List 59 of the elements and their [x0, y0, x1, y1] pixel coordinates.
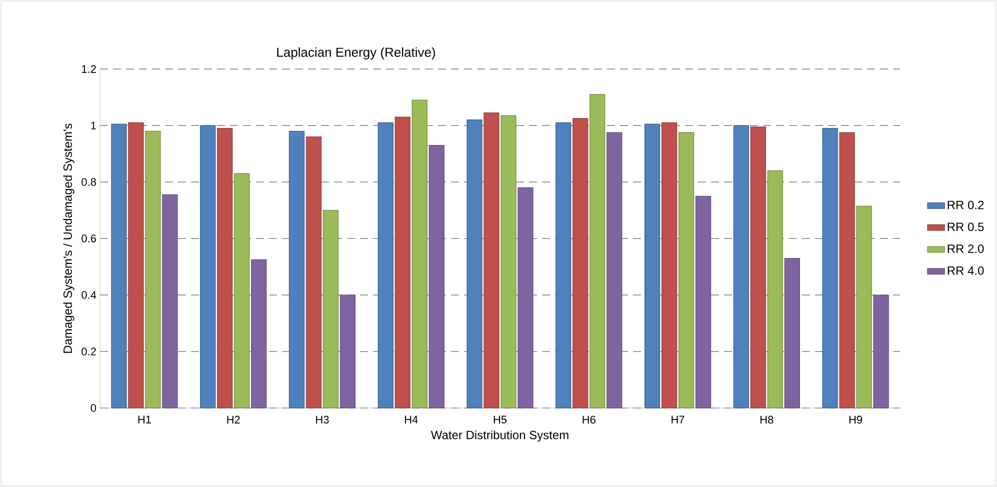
bar [767, 170, 783, 408]
bar [733, 125, 749, 408]
x-tick-label: H8 [760, 416, 774, 424]
x-tick-label: H7 [672, 416, 684, 424]
bar [466, 120, 482, 408]
y-axis-title: Damaged System's / Undamaged System's [63, 124, 74, 353]
x-tick-label: H5 [494, 416, 507, 424]
bar [590, 94, 606, 408]
bar [484, 112, 500, 408]
x-tick-label: H1 [138, 416, 151, 424]
y-tick-label: 0 [90, 404, 96, 412]
bar [428, 144, 444, 408]
bar [217, 128, 233, 408]
bar [839, 132, 855, 408]
bar [394, 116, 410, 408]
bar [695, 196, 712, 408]
bar [412, 100, 428, 408]
bar [518, 187, 534, 408]
y-tick-label: 0.2 [82, 348, 96, 356]
legend-label: RR 0.5 [948, 222, 984, 232]
bar [678, 132, 694, 408]
chart-title: Laplacian Energy (Relative) [277, 47, 436, 60]
bar [162, 194, 178, 408]
y-tick-label: 0.6 [82, 234, 96, 242]
bar [873, 294, 889, 408]
legend-label: RR 0.2 [948, 200, 984, 210]
y-tick-label: 0.8 [82, 178, 96, 186]
bar [111, 124, 127, 408]
bar [661, 122, 678, 408]
bar [556, 122, 572, 408]
y-tick-label: 0.4 [82, 291, 96, 299]
bar [750, 126, 766, 408]
bar [234, 173, 250, 408]
bar [606, 132, 622, 408]
x-axis-title: Water Distribution System [430, 430, 568, 442]
bar [784, 258, 800, 408]
y-tick-label: 1.2 [82, 65, 96, 73]
x-tick-label: H6 [582, 416, 596, 424]
bar [128, 122, 144, 408]
bar [500, 115, 516, 408]
bar [200, 125, 216, 408]
bar [822, 128, 838, 408]
bar [378, 122, 394, 408]
bar [145, 130, 161, 408]
bar [856, 206, 872, 408]
bar [644, 124, 660, 408]
y-tick-label: 1 [91, 122, 96, 130]
x-tick-label: H3 [316, 416, 329, 424]
bar [306, 136, 322, 408]
bar [322, 210, 339, 408]
x-tick-label: H2 [227, 416, 240, 424]
bar [251, 259, 267, 408]
legend-label: RR 4.0 [948, 266, 984, 275]
bar [340, 294, 356, 408]
legend-label: RR 2.0 [948, 244, 984, 253]
x-tick-label: H4 [404, 416, 418, 424]
x-tick-label: H9 [849, 416, 862, 424]
bar [572, 118, 588, 408]
bar [288, 130, 305, 408]
